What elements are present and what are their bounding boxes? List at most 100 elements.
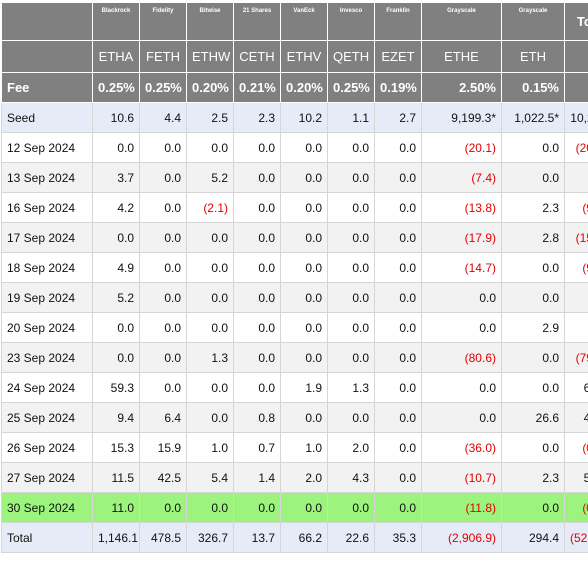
ticker-cell: CETH — [233, 40, 281, 73]
fee-cell: 0.25% — [92, 72, 140, 103]
flow-cell: 11.5 — [92, 462, 140, 493]
flow-cell: 0.0 — [139, 132, 187, 163]
flow-cell: 0.0 — [233, 492, 281, 523]
flow-cell: 4.9 — [92, 252, 140, 283]
table-row: 20 Sep 20240.00.00.00.00.00.00.00.02.92.… — [1, 312, 588, 343]
flow-cell: 0.0 — [374, 462, 422, 493]
table-row: 24 Sep 202459.30.00.00.01.91.30.00.00.06… — [1, 372, 588, 403]
flow-cell: 0.0 — [139, 372, 187, 403]
flow-cell: 0.0 — [374, 252, 422, 283]
ticker-total-cell — [564, 40, 588, 73]
flow-cell: (2.1) — [186, 192, 234, 223]
flow-cell: 0.0 — [421, 282, 502, 313]
flow-cell: 26.6 — [501, 402, 565, 433]
corner-cell — [1, 2, 93, 41]
table-row: 27 Sep 2024 11.5 42.5 5.4 1.4 2.0 4.3 0.0 (10.7)… — [1, 462, 588, 493]
ticker-cell: ETHA — [92, 40, 140, 73]
flow-cell: (2,906.9) — [421, 522, 502, 553]
flow-cell: 0.0 — [374, 312, 422, 343]
flow-cell: 5.4 — [186, 462, 234, 493]
row-label: 24 Sep 2024 — [1, 372, 93, 403]
flow-cell: 0.0 — [233, 162, 281, 193]
flow-cell: 59.3 — [92, 372, 140, 403]
row-label: 16 Sep 2024 — [1, 192, 93, 223]
flow-cell: (80.6) — [421, 342, 502, 373]
issuer-name: Grayscale — [501, 2, 565, 41]
flow-cell: 0.0 — [280, 282, 328, 313]
table-row: 16 Sep 2024 4.2 0.0 (2.1) 0.0 0.0 0.0 0.0 (13.8)… — [1, 192, 588, 223]
row-label: 30 Sep 2024 — [1, 492, 93, 523]
flow-cell: 0.0 — [421, 372, 502, 403]
ticker-cell: EZET — [374, 40, 422, 73]
row-label: Total — [1, 522, 93, 553]
fee-total-cell — [564, 72, 588, 103]
flow-cell: 0.0 — [501, 342, 565, 373]
flow-cell: 0.0 — [186, 492, 234, 523]
flow-cell: 0.7 — [233, 432, 281, 463]
flow-cell: 0.0 — [374, 282, 422, 313]
row-label: 20 Sep 2024 — [1, 312, 93, 343]
ticker-cell: ETH — [501, 40, 565, 73]
issuer-name: Blackrock — [92, 2, 140, 41]
flow-cell: 5.2 — [92, 282, 140, 313]
row-total-cell: (20.1) — [564, 132, 588, 163]
fee-cell: 2.50% — [421, 72, 502, 103]
flow-cell: 9,199.3* — [421, 102, 502, 133]
row-total-cell: (79.3) — [564, 342, 588, 373]
fee-label: Fee — [1, 72, 93, 103]
flow-cell: 0.0 — [327, 162, 375, 193]
flow-cell: 1.9 — [280, 372, 328, 403]
flow-cell: 2.3 — [501, 192, 565, 223]
seed-row: Seed 10.6 4.4 2.5 2.3 10.2 1.1 2.7 9,199.3* 1,022… — [1, 102, 588, 133]
row-label: 23 Sep 2024 — [1, 342, 93, 373]
row-total-cell: 1.5 — [564, 162, 588, 193]
flow-cell: 0.0 — [327, 252, 375, 283]
ticker-header-row: ETHA FETH ETHW CETH ETHV QETH EZET ETHE … — [1, 40, 588, 73]
ticker-cell: ETHV — [280, 40, 328, 73]
ticker-corner-cell — [1, 40, 93, 73]
issuer-name: Franklin — [374, 2, 422, 41]
flow-cell: 0.0 — [327, 282, 375, 313]
table-row: 30 Sep 2024 11.0 0.0 0.0 0.0 0.0 0.0 0.0 (11.8) 0… — [1, 492, 588, 523]
flow-cell: 1,022.5* — [501, 102, 565, 133]
issuer-header-row: Blackrock Fidelity Bitwise 21 Shares Van… — [1, 2, 588, 41]
flow-rows: Seed 10.6 4.4 2.5 2.3 10.2 1.1 2.7 9,199.3* 1,022… — [1, 102, 588, 553]
flow-cell: 0.0 — [327, 132, 375, 163]
flow-cell: 0.0 — [92, 312, 140, 343]
flow-cell: 0.0 — [327, 492, 375, 523]
flow-cell: 0.0 — [280, 162, 328, 193]
flow-cell: 0.0 — [501, 282, 565, 313]
row-label: 18 Sep 2024 — [1, 252, 93, 283]
row-total-cell: (523.4) — [564, 522, 588, 553]
flow-cell: 1.1 — [327, 102, 375, 133]
table-row: 23 Sep 2024 0.0 0.0 1.3 0.0 0.0 0.0 0.0 (80.6) 0.… — [1, 342, 588, 373]
row-label: 12 Sep 2024 — [1, 132, 93, 163]
issuer-name: Bitwise — [186, 2, 234, 41]
flow-cell: 326.7 — [186, 522, 234, 553]
fee-row: Fee 0.25% 0.25% 0.20% 0.21% 0.20% 0.25% … — [1, 72, 588, 103]
flow-cell: 0.0 — [327, 192, 375, 223]
flow-cell: 2.9 — [501, 312, 565, 343]
flow-cell: 0.0 — [374, 402, 422, 433]
flow-cell: 0.0 — [186, 222, 234, 253]
table-row: 12 Sep 2024 0.0 0.0 0.0 0.0 0.0 0.0 0.0 (20.1) 0.… — [1, 132, 588, 163]
row-label: 17 Sep 2024 — [1, 222, 93, 253]
flow-cell: 0.0 — [280, 192, 328, 223]
table-row: 25 Sep 20249.46.40.00.80.00.00.00.026.64… — [1, 402, 588, 433]
table-row: 13 Sep 2024 3.7 0.0 5.2 0.0 0.0 0.0 0.0 (7.4) 0.0… — [1, 162, 588, 193]
ticker-cell: QETH — [327, 40, 375, 73]
flow-cell: 0.0 — [233, 312, 281, 343]
flow-cell: 0.0 — [139, 312, 187, 343]
flow-cell: 10.2 — [280, 102, 328, 133]
flow-cell: 9.4 — [92, 402, 140, 433]
flow-cell: 0.0 — [501, 372, 565, 403]
flow-cell: 2.7 — [374, 102, 422, 133]
flow-cell: 0.0 — [501, 492, 565, 523]
row-total-cell: 62.5 — [564, 372, 588, 403]
row-label: 19 Sep 2024 — [1, 282, 93, 313]
fee-cell: 0.19% — [374, 72, 422, 103]
flow-cell: 0.0 — [374, 492, 422, 523]
flow-cell: 0.0 — [233, 222, 281, 253]
table-row: 18 Sep 2024 4.9 0.0 0.0 0.0 0.0 0.0 0.0 (14.7) 0.… — [1, 252, 588, 283]
issuer-name: Fidelity — [139, 2, 187, 41]
